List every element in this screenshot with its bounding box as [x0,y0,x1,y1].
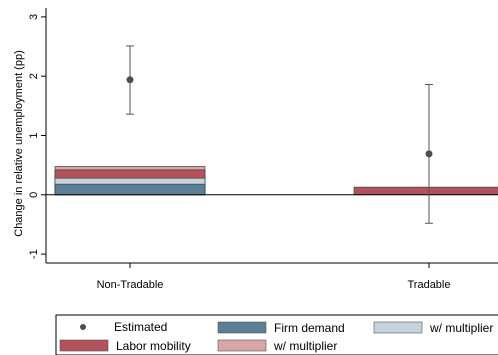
x-ticks: Non-Tradable Tradable [97,263,451,291]
y-tick-label: 0 [28,192,40,198]
legend-swatch [59,339,109,352]
x-tick-label: Non-Tradable [97,279,164,291]
estimate-point [126,76,134,84]
estimate-point [425,150,433,158]
legend: Estimated Firm demand w/ multiplier Labor m… [55,314,498,355]
x-tick-label: Tradable [407,279,450,291]
legend-label: Firm demand [274,321,345,335]
y-axis-title: Change in relative unemployment (pp) [13,50,25,237]
y-tick-label: 3 [28,14,40,20]
legend-frame [55,314,498,355]
legend-swatch [373,321,423,334]
legend-label: w/ multiplier [273,339,337,353]
legend-swatch [217,339,267,352]
bar-firm-demand [54,183,206,196]
plot-area: -1 0 1 2 3 Non-Tradable Tradable [28,8,498,291]
y-tick-label: 2 [28,73,40,79]
y-tick-label: -1 [28,249,40,259]
legend-label: Labor mobility [116,339,191,353]
legend-label: Estimated [114,320,167,334]
y-ticks: -1 0 1 2 3 [28,14,46,259]
error-bars [126,45,433,224]
legend-marker [80,324,86,330]
legend-label: w/ multiplier [429,321,493,335]
bar-labor-mobility [353,186,498,196]
legend-swatch [217,321,267,334]
bars [54,166,498,196]
y-tick-label: 1 [28,132,40,138]
